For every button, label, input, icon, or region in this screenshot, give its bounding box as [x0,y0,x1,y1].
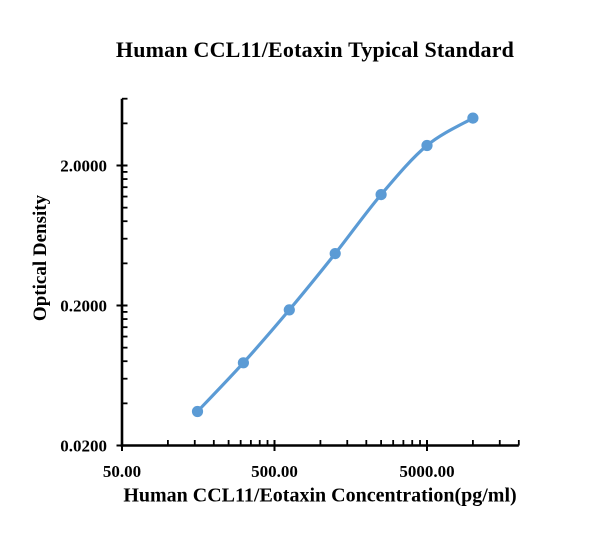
x-axis-title: Human CCL11/Eotaxin Concentration(pg/ml) [123,484,517,507]
x-tick-label: 500.00 [251,462,298,481]
plot-generated [116,97,520,451]
y-axis-title: Optical Density [30,194,51,322]
y-tick-label: 2.0000 [60,157,107,176]
chart-title: Human CCL11/Eotaxin Typical Standard [115,37,515,62]
data-point-marker [421,139,433,152]
standard-curve-line [195,116,475,414]
data-point-marker [237,357,249,369]
y-tick-label: 0.0200 [60,437,107,456]
data-point-marker [283,304,295,316]
x-tick-label: 5000.00 [399,462,454,481]
data-point-marker [329,248,341,260]
x-tick-label: 50.00 [103,462,141,481]
data-point-marker [191,405,204,418]
data-point-marker [467,112,479,124]
y-tick-label: 0.2000 [60,297,107,316]
data-point-marker [375,189,387,201]
